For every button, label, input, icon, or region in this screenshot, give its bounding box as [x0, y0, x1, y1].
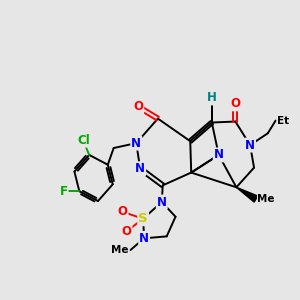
Text: Me: Me [257, 194, 275, 204]
Text: N: N [135, 162, 145, 175]
Text: O: O [118, 205, 128, 218]
Text: N: N [157, 196, 167, 208]
Text: H: H [207, 92, 217, 104]
Text: F: F [60, 185, 68, 198]
Text: O: O [230, 98, 240, 110]
Text: Me: Me [111, 245, 129, 255]
Text: Et: Et [277, 116, 289, 126]
Text: Cl: Cl [77, 134, 90, 147]
Text: N: N [131, 136, 141, 150]
Text: H: H [207, 93, 217, 103]
Text: O: O [122, 225, 131, 238]
Text: O: O [133, 100, 143, 113]
Text: S: S [138, 212, 148, 225]
Text: N: N [245, 139, 255, 152]
Text: N: N [139, 232, 149, 245]
Polygon shape [236, 187, 258, 202]
Text: N: N [214, 148, 224, 161]
